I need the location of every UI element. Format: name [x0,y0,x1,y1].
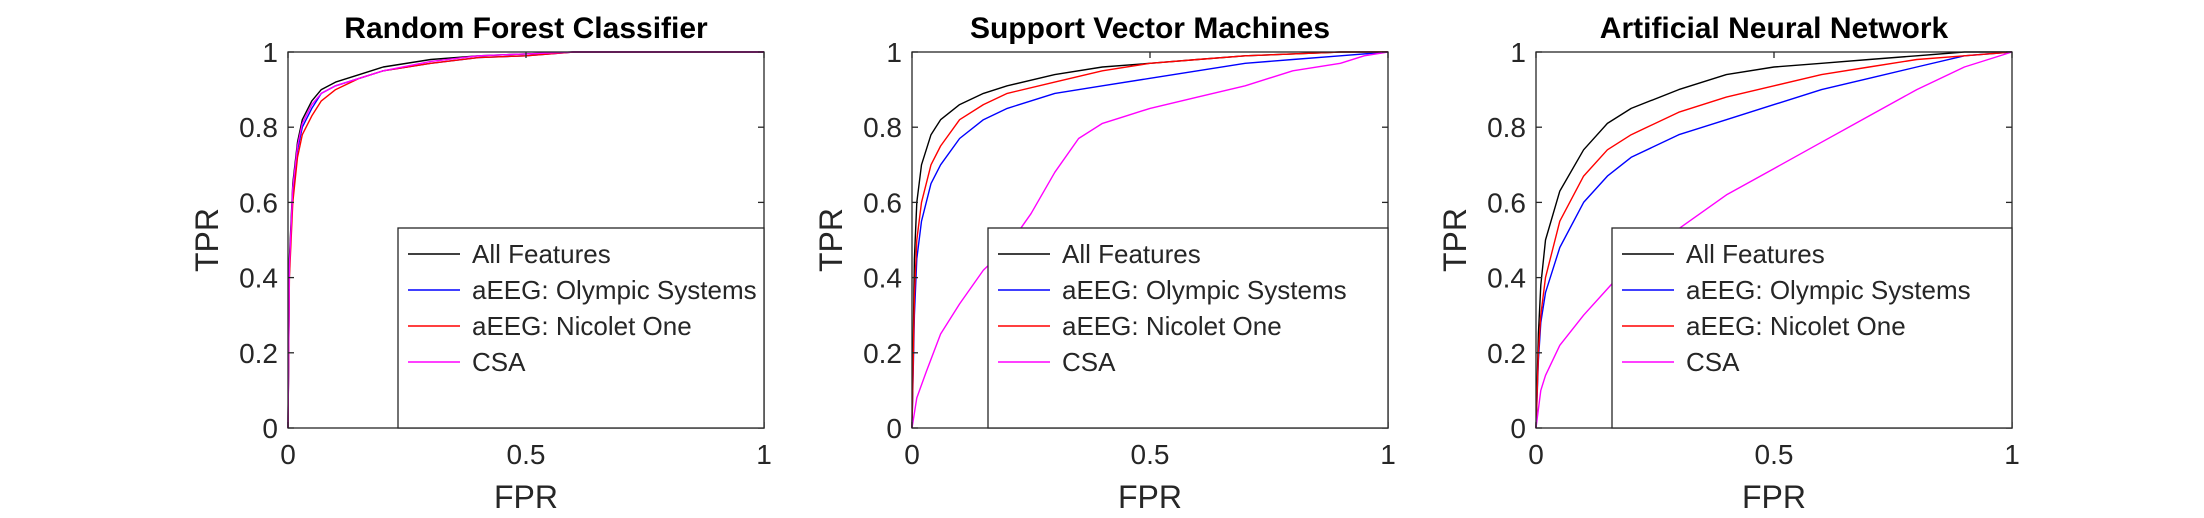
x-axis-label: FPR [1118,479,1182,515]
legend-box [987,227,1389,429]
chart-panel-3: 0 0.5 1 0 0.2 0.4 0.6 0.8 1 Artificial Neural Net… [1437,12,2020,515]
chart-panel-1: 0 0.5 1 0 0.2 0.4 0.6 0.8 1 Random Forest Classif… [189,12,772,515]
chart-panel-2: 0 0.5 1 0 0.2 0.4 0.6 0.8 1 Support Vector Machin… [813,12,1396,515]
y-tick-label: 0.6 [239,187,278,218]
roc-curve-aeeg-nicolet-one [1535,51,2013,429]
legend-label: aEEG: Nicolet One [1686,311,1906,341]
y-tick-label: 0.4 [1487,263,1526,294]
y-tick-label: 0.8 [239,112,278,143]
y-tick-label: 0 [262,413,278,444]
x-tick-label: 0 [1528,439,1544,470]
x-tick-label: 1 [1380,439,1396,470]
legend-box [1611,227,2013,429]
legend-label: CSA [1062,347,1116,377]
y-tick-label: 1 [1510,37,1526,68]
legend: All Features aEEG: Olympic Systems aEEG: N… [1611,227,2013,429]
roc-curve-aeeg-nicolet-one [287,51,764,429]
roc-curve-csa [287,51,764,429]
legend-label: All Features [472,239,611,269]
x-axis-label: FPR [494,479,558,515]
y-axis-label: TPR [813,208,849,272]
chart-title: Artificial Neural Network [1600,12,1949,45]
legend-label: aEEG: Olympic Systems [472,275,757,305]
y-tick-label: 0.2 [1487,338,1526,369]
y-tick-label: 0.8 [863,112,902,143]
y-axis-label: TPR [189,208,225,272]
legend-label: All Features [1062,239,1201,269]
y-tick-label: 0.2 [239,338,278,369]
y-tick-label: 0.6 [1487,187,1526,218]
x-tick-label: 0.5 [507,439,546,470]
legend-label: aEEG: Nicolet One [472,311,692,341]
y-tick-label: 0.6 [863,187,902,218]
x-tick-label: 0.5 [1755,439,1794,470]
y-tick-label: 0.4 [863,263,902,294]
x-tick-label: 0 [280,439,296,470]
legend: All Features aEEG: Olympic Systems aEEG: N… [397,227,765,429]
roc-curve-csa [911,51,1389,429]
legend-label: All Features [1686,239,1825,269]
x-tick-label: 1 [2004,439,2020,470]
chart-title: Random Forest Classifier [344,12,708,45]
legend-label: CSA [472,347,526,377]
y-tick-label: 0.4 [239,263,278,294]
x-tick-label: 0 [904,439,920,470]
y-axis-label: TPR [1437,208,1473,272]
y-tick-label: 0 [1510,413,1526,444]
legend-label: aEEG: Olympic Systems [1686,275,1971,305]
y-tick-label: 1 [886,37,902,68]
y-tick-label: 0.8 [1487,112,1526,143]
x-tick-label: 0.5 [1131,439,1170,470]
legend-box [397,227,765,429]
x-axis-label: FPR [1742,479,1806,515]
legend-label: aEEG: Olympic Systems [1062,275,1347,305]
roc-curve-all-features [1535,51,2012,429]
y-tick-label: 0 [886,413,902,444]
legend-label: aEEG: Nicolet One [1062,311,1282,341]
x-tick-label: 1 [756,439,772,470]
legend: All Features aEEG: Olympic Systems aEEG: N… [987,227,1389,429]
legend-label: CSA [1686,347,1740,377]
y-tick-label: 1 [262,37,278,68]
roc-curve-aeeg-olympic-systems [911,51,1389,429]
roc-curve-aeeg-nicolet-one [911,51,1388,429]
chart-title: Support Vector Machines [970,12,1330,45]
y-tick-label: 0.2 [863,338,902,369]
roc-curve-aeeg-olympic-systems [1535,51,2013,429]
